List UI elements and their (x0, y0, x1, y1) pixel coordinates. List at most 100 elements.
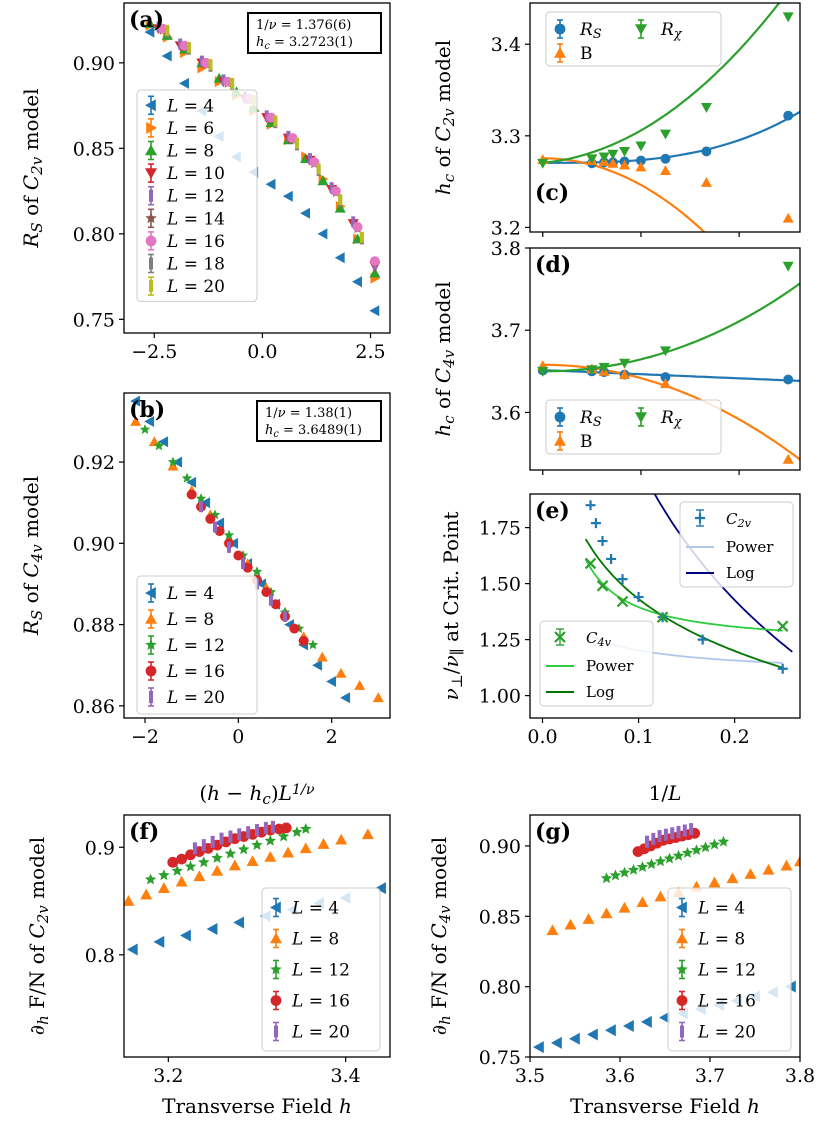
data-point (184, 860, 197, 872)
legend-marker (145, 635, 157, 655)
panel-d: 3.6 3.7 3.8 hc of C4v model (d) RSB Rχ (431, 238, 801, 475)
legend-box (667, 887, 792, 1052)
data-point (124, 895, 135, 906)
data-point (130, 395, 141, 407)
data-point (659, 1011, 670, 1024)
x-tick-label: 0.0 (527, 726, 557, 748)
series-C_{2v} (585, 500, 788, 674)
fit-curve (542, 282, 800, 373)
data-point (717, 835, 730, 847)
panel-c: 3.2 3.3 3.4 hc of C2v model (c) RSB Rχ (431, 2, 801, 239)
legend-label: L = 16 (166, 662, 225, 682)
x-tick-label: 2 (326, 726, 338, 748)
data-point (175, 875, 188, 887)
data-point (597, 536, 608, 547)
data-point (776, 620, 789, 632)
legend-label: L = 4 (697, 899, 745, 919)
data-point (246, 855, 259, 867)
legend-marker (676, 897, 687, 918)
data-point (689, 823, 694, 836)
axes-frame (529, 247, 801, 471)
data-point (645, 858, 658, 870)
inset-line: hc = 3.2723(1) (256, 35, 353, 52)
data-point (289, 623, 300, 634)
data-point (564, 918, 577, 930)
data-point (618, 901, 631, 913)
legend-label: L = 4 (291, 899, 339, 919)
x-tick-label: 2.5 (355, 341, 385, 363)
data-point (619, 369, 631, 380)
legend-label: L = 20 (697, 1023, 756, 1043)
x-tick-label: 0.0 (247, 341, 277, 363)
panel-b: −2 0 2 0.86 0.88 0.90 0.92 RS of C4v model (b) 1/… (19, 392, 391, 808)
data-point (246, 826, 251, 839)
data-point (663, 828, 668, 841)
data-point (273, 115, 278, 127)
plot-area (124, 820, 386, 956)
data-point (251, 566, 263, 577)
plot-area (130, 395, 384, 704)
series-C_{4v} (584, 557, 789, 632)
legend-marker (148, 253, 154, 274)
y-tick-label: 0.85 (73, 138, 115, 160)
data-point (699, 841, 712, 853)
legend-marker (695, 509, 705, 527)
data-point (605, 1024, 616, 1037)
legend-marker (270, 897, 281, 918)
data-point (744, 868, 757, 879)
legend-label: L = 12 (166, 636, 225, 656)
data-point (300, 823, 312, 834)
data-point (672, 849, 685, 861)
data-point (635, 161, 647, 172)
series-L12 (144, 823, 312, 885)
legend-marker (554, 19, 566, 39)
data-point (369, 305, 380, 317)
data-point (317, 175, 329, 186)
inset-box (256, 400, 382, 442)
y-tick-label: 0.90 (479, 836, 521, 858)
data-point (660, 372, 671, 383)
y-tick-label: 1.50 (479, 574, 521, 596)
y-tick-label: 3.4 (491, 34, 521, 56)
x-tick-label: 0 (232, 726, 244, 748)
legend-label: Log (726, 564, 755, 582)
data-point (636, 896, 649, 908)
data-point (326, 675, 337, 687)
y-tick-label: 3.3 (491, 126, 521, 148)
data-point (681, 847, 694, 858)
data-point (586, 365, 598, 376)
data-point (282, 846, 295, 858)
data-point (656, 611, 669, 623)
data-point (176, 853, 188, 865)
y-tick-label: 0.88 (73, 615, 115, 637)
data-point (598, 362, 610, 373)
data-point (158, 869, 170, 881)
series-L16 (186, 489, 309, 646)
data-point (211, 864, 224, 876)
legend-label: L = 16 (291, 992, 350, 1012)
legend-marker (554, 407, 566, 427)
legend-marker (145, 231, 157, 251)
y-tick-label: 0.86 (73, 696, 115, 718)
legend-label: L = 4 (166, 96, 214, 116)
legend-label: C2v (726, 510, 752, 530)
data-point (277, 830, 290, 842)
x-axis-label: Transverse Field h (570, 1094, 760, 1118)
data-point (227, 541, 231, 553)
data-point (242, 562, 253, 573)
data-point (186, 476, 197, 488)
x-tick-label: 3.7 (695, 1065, 725, 1087)
data-point (607, 149, 619, 160)
legend-marker (145, 163, 157, 183)
series-L8 (124, 828, 374, 906)
data-point (261, 587, 272, 598)
data-point (130, 415, 142, 426)
data-point (700, 177, 712, 187)
legend-marker (145, 609, 157, 629)
data-point (359, 231, 364, 243)
y-tick-label: 0.90 (73, 533, 115, 555)
data-point (167, 856, 179, 868)
data-point (265, 178, 276, 190)
data-point (317, 228, 328, 240)
data-point (780, 859, 793, 871)
